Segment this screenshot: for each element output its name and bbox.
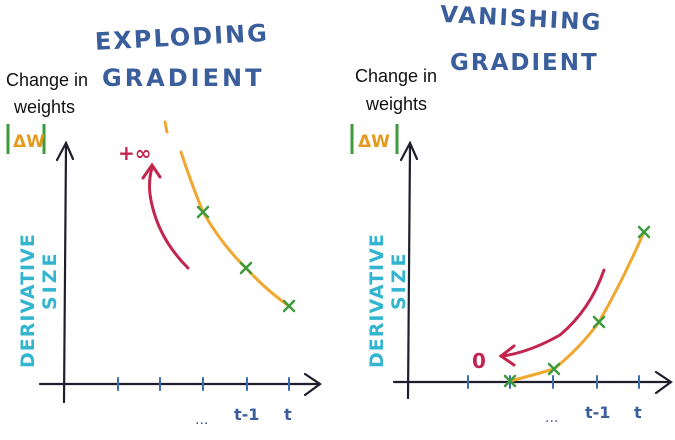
vanishing-derivative-line1: DERIVATIVE — [366, 233, 388, 368]
vanishing-point-4 — [637, 225, 651, 239]
vanishing-derivative-line2: SIZE — [388, 250, 410, 310]
vanishing-delta-w-text: ΔW — [358, 132, 390, 152]
exploding-y-label-line1: Change in — [6, 70, 88, 90]
exploding-tick-label-t: t — [284, 405, 292, 424]
exploding-delta-w-label: ΔW — [6, 124, 46, 154]
vanishing-point-1 — [503, 374, 517, 388]
exploding-delta-w-text: ΔW — [13, 132, 45, 152]
vanishing-point-3 — [592, 315, 606, 329]
exploding-derivative-line1: DERIVATIVE — [17, 233, 39, 368]
vanishing-y-label-line1: Change in — [355, 66, 437, 86]
exploding-panel: EXPLODING GRADIENT Change in weights ΔW … — [6, 19, 322, 428]
exploding-point-2 — [239, 261, 253, 275]
vanishing-arrow — [501, 268, 606, 358]
vanishing-title-line1: VANISHING — [439, 2, 602, 36]
vanishing-delta-w-label: ΔW — [350, 124, 399, 154]
exploding-curve — [179, 150, 291, 308]
vanishing-arrow-label: 0 — [472, 349, 486, 373]
vanishing-tick-label-ellipsis: ... — [545, 409, 558, 426]
vanishing-y-label-line2: weights — [365, 94, 427, 114]
vanishing-derivative-label: DERIVATIVE SIZE — [366, 233, 410, 368]
exploding-derivative-line2: SIZE — [39, 250, 61, 310]
vanishing-panel: VANISHING GRADIENT Change in weights ΔW … — [350, 2, 673, 426]
vanishing-tick-label-t: t — [634, 403, 642, 422]
exploding-y-label-line2: weights — [13, 97, 75, 117]
vanishing-title-line2: GRADIENT — [450, 50, 599, 76]
exploding-derivative-label: DERIVATIVE SIZE — [17, 233, 61, 368]
vanishing-curve — [508, 230, 646, 383]
vanishing-arrow-head — [498, 344, 516, 367]
exploding-arrow-label: +∞ — [118, 141, 151, 165]
exploding-title-line2: GRADIENT — [102, 64, 264, 92]
exploding-curve-dashes — [163, 120, 169, 134]
exploding-tick-label-ellipsis: ... — [195, 411, 208, 428]
exploding-point-1 — [196, 205, 210, 219]
vanishing-axes — [392, 140, 673, 400]
exploding-arrow — [148, 166, 190, 270]
exploding-data-points — [196, 205, 296, 313]
exploding-x-ticks — [117, 377, 290, 391]
vanishing-point-2 — [547, 362, 561, 376]
exploding-arrow-head — [141, 162, 162, 180]
vanishing-data-points — [503, 225, 651, 388]
exploding-title-line1: EXPLODING — [94, 19, 269, 56]
exploding-tick-label-t-minus-1: t-1 — [234, 405, 259, 424]
vanishing-tick-label-t-minus-1: t-1 — [585, 403, 610, 422]
exploding-point-3 — [282, 299, 296, 313]
exploding-axes — [38, 140, 322, 404]
